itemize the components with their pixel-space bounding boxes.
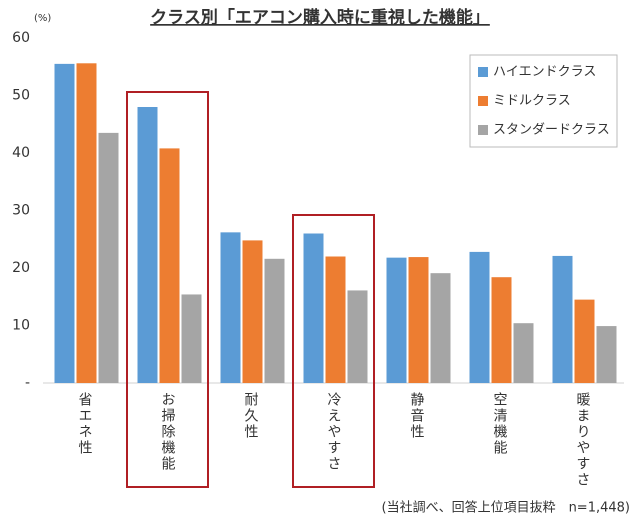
x-tick-label: 冷えやすさ: [326, 392, 342, 472]
chart-title: クラス別「エアコン購入時に重視した機能」: [150, 7, 490, 28]
bar: [54, 63, 75, 383]
footnote: (当社調べ、回答上位項目抜粋 n=1,448): [382, 500, 631, 516]
bar: [596, 326, 617, 383]
legend-swatch: [478, 67, 488, 77]
bar: [347, 290, 368, 383]
bar: [513, 323, 534, 383]
x-tick-label: お掃除機能: [160, 392, 176, 472]
bar: [469, 251, 490, 383]
y-tick-label: 10: [12, 318, 30, 334]
bar: [137, 107, 158, 383]
y-tick-label: 50: [12, 88, 30, 104]
bar: [264, 258, 285, 383]
legend-swatch: [478, 125, 488, 135]
bar: [303, 233, 324, 383]
y-unit: (%): [34, 13, 51, 24]
bar: [408, 257, 429, 383]
y-tick-label: -: [25, 375, 30, 391]
bar: [386, 257, 407, 383]
legend-box: [469, 54, 618, 148]
x-tick-label: 暖まりやすさ: [575, 392, 591, 488]
legend-label: ハイエンドクラス: [493, 65, 596, 80]
bar: [552, 255, 573, 383]
legend-swatch: [478, 96, 488, 106]
legend-label: ミドルクラス: [493, 94, 571, 109]
y-tick-label: 30: [12, 203, 30, 219]
y-tick-label: 60: [12, 30, 30, 46]
highlight-box: [126, 91, 209, 488]
highlight-box: [292, 214, 375, 488]
bar: [220, 232, 241, 383]
bar: [574, 299, 595, 383]
bar: [76, 63, 97, 384]
bar: [325, 256, 346, 383]
x-tick-label: 静音性: [409, 392, 425, 440]
x-tick-label: 耐久性: [243, 392, 259, 440]
legend-label: スタンダードクラス: [493, 123, 610, 138]
bar: [98, 132, 119, 383]
bar: [491, 277, 512, 383]
y-tick-label: 40: [12, 145, 30, 161]
bar: [242, 240, 263, 383]
x-tick-label: 空清機能: [492, 392, 508, 456]
y-tick-label: 20: [12, 260, 30, 276]
bar: [430, 273, 451, 383]
bar: [159, 148, 180, 383]
x-tick-label: 省エネ性: [77, 392, 93, 456]
bar: [181, 294, 202, 383]
